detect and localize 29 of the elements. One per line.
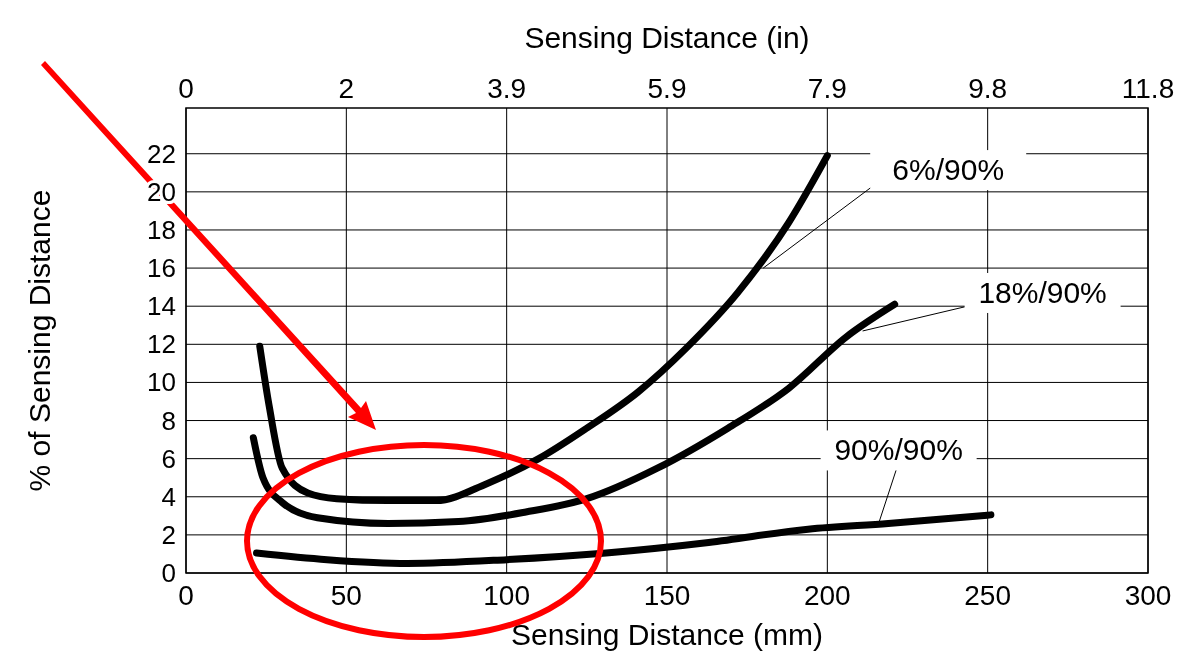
x2-tick-label: 3.9	[487, 73, 527, 104]
x2-tick-label: 2	[338, 73, 355, 104]
x-tick-label: 50	[330, 580, 362, 611]
y-tick-label: 10	[147, 367, 176, 398]
y-axis-title: % of Sensing Distance	[23, 189, 56, 492]
x2-tick-label: 9.8	[968, 73, 1008, 104]
annotation: 90%/90%	[834, 433, 963, 467]
x-tick-label: 200	[803, 580, 851, 611]
annotation: 18%/90%	[978, 275, 1107, 309]
y-tick-label: 4	[161, 481, 176, 512]
annotation: 6%/90%	[892, 153, 1005, 187]
y-tick-label: 8	[161, 405, 176, 436]
y-tick-label: 6	[161, 443, 176, 474]
x-tick-label: 150	[643, 580, 691, 611]
y-tick-label: 16	[147, 253, 176, 284]
y-tick-label: 14	[147, 291, 176, 322]
x2-tick-label: 5.9	[647, 73, 687, 104]
x2-axis-title: Sensing Distance (in)	[524, 21, 810, 54]
y-tick-label: 2	[161, 519, 176, 550]
x2-tick-label: 11.8	[1121, 73, 1175, 104]
y-tick-label: 22	[147, 138, 176, 169]
x-axis-title: Sensing Distance (mm)	[511, 618, 823, 651]
x-tick-label: 250	[964, 580, 1012, 611]
y-tick-label: 18	[147, 214, 176, 245]
x-tick-label: 100	[483, 580, 531, 611]
y-tick-label: 0	[161, 558, 176, 588]
x2-tick-label: 7.9	[807, 73, 847, 104]
y-tick-label: 12	[147, 329, 176, 360]
x-tick-label: 300	[1124, 580, 1172, 611]
